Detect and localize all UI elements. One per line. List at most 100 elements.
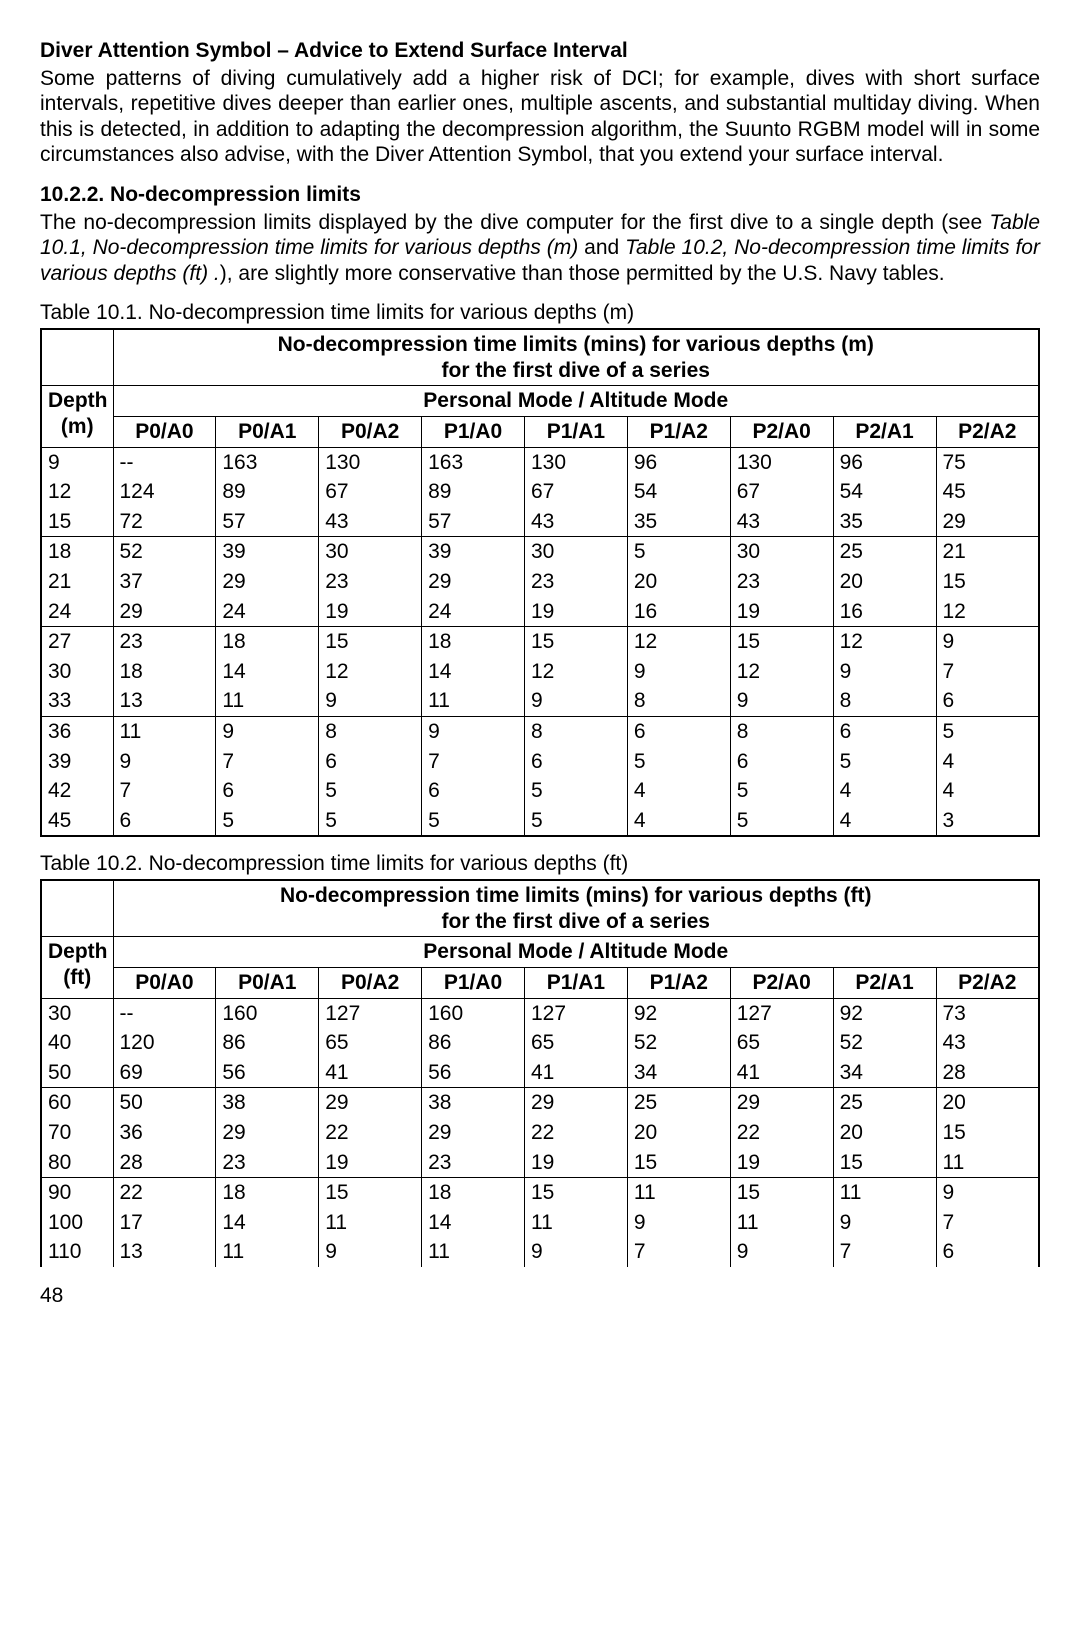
mode-column-header: P0/A2: [319, 967, 422, 998]
ndl-cell: 56: [216, 1058, 319, 1088]
ndl-cell: 45: [936, 477, 1039, 507]
ndl-cell: 29: [216, 1118, 319, 1148]
depth-cell: 50: [41, 1058, 113, 1088]
ndl-cell: 65: [525, 1028, 628, 1058]
mode-column-header: P2/A0: [730, 967, 833, 998]
mode-column-header: P1/A1: [525, 967, 628, 998]
depth-cell: 30: [41, 657, 113, 687]
mode-column-header: P0/A0: [113, 416, 216, 447]
table-corner-cell: [41, 329, 113, 386]
ndl-cell: 86: [216, 1028, 319, 1058]
ndl-cell: 50: [113, 1088, 216, 1118]
ndl-cell: 5: [627, 537, 730, 567]
ndl-cell: 127: [525, 998, 628, 1028]
depth-label-1: Depth: [48, 940, 108, 963]
ndl-cell: 12: [730, 657, 833, 687]
ndl-cell: 56: [422, 1058, 525, 1088]
ndl-cell: 25: [833, 537, 936, 567]
ndl-cell: 12: [936, 597, 1039, 627]
ndl-cell: 69: [113, 1058, 216, 1088]
ndl-cell: 6: [113, 806, 216, 837]
ndl-cell: 160: [422, 998, 525, 1028]
ndl-cell: 5: [627, 747, 730, 777]
ndl-cell: 9: [525, 686, 628, 716]
ndl-cell: 7: [833, 1237, 936, 1267]
ndl-cell: 6: [627, 717, 730, 747]
ndl-cell: 35: [627, 507, 730, 537]
ndl-cell: 18: [216, 1178, 319, 1208]
ndl-cell: 43: [936, 1028, 1039, 1058]
depth-cell: 36: [41, 717, 113, 747]
ndl-cell: 18: [422, 1178, 525, 1208]
ndl-cell: 9: [422, 717, 525, 747]
ndl-cell: 20: [627, 567, 730, 597]
ndl-cell: 11: [216, 1237, 319, 1267]
ndl-cell: 5: [730, 776, 833, 806]
ndl-cell: 8: [525, 717, 628, 747]
ndl-cell: 20: [627, 1118, 730, 1148]
ndl-cell: 11: [730, 1208, 833, 1238]
ndl-cell: 12: [525, 657, 628, 687]
ndl-cell: 6: [525, 747, 628, 777]
ndl-cell: 41: [319, 1058, 422, 1088]
section-heading: Diver Attention Symbol – Advice to Exten…: [40, 38, 1040, 64]
ndl-cell: 30: [525, 537, 628, 567]
ndl-cell: 29: [936, 507, 1039, 537]
ndl-cell: 23: [422, 1148, 525, 1178]
ndl-cell: 6: [833, 717, 936, 747]
ndl-cell: 13: [113, 1237, 216, 1267]
depth-cell: 110: [41, 1237, 113, 1267]
ndl-cell: 14: [216, 657, 319, 687]
ndl-cell: 5: [730, 806, 833, 837]
section-body-2: The no-decompression limits displayed by…: [40, 210, 1040, 287]
ndl-cell: 20: [833, 567, 936, 597]
ndl-cell: 43: [319, 507, 422, 537]
ndl-cell: 15: [936, 567, 1039, 597]
ndl-cell: 52: [113, 537, 216, 567]
ndl-cell: 7: [627, 1237, 730, 1267]
ndl-cell: 22: [113, 1178, 216, 1208]
ndl-cell: 18: [216, 627, 319, 657]
mode-column-header: P0/A2: [319, 416, 422, 447]
depth-cell: 60: [41, 1088, 113, 1118]
ndl-cell: 89: [216, 477, 319, 507]
ndl-cell: 15: [627, 1148, 730, 1178]
ndl-cell: 19: [319, 597, 422, 627]
ndl-cell: 5: [319, 776, 422, 806]
ndl-cell: 7: [422, 747, 525, 777]
body-text: The no-decompression limits displayed by…: [40, 211, 989, 234]
ndl-cell: 19: [319, 1148, 422, 1178]
ndl-cell: 14: [422, 1208, 525, 1238]
ndl-cell: 15: [730, 1178, 833, 1208]
depth-cell: 21: [41, 567, 113, 597]
ndl-cell: 96: [833, 447, 936, 477]
mode-header: Personal Mode / Altitude Mode: [113, 937, 1039, 968]
ndl-cell: 15: [833, 1148, 936, 1178]
table-title-line1: No-decompression time limits (mins) for …: [280, 884, 872, 907]
depth-cell: 18: [41, 537, 113, 567]
ndl-cell: 9: [833, 1208, 936, 1238]
depth-cell: 45: [41, 806, 113, 837]
ndl-cell: 16: [627, 597, 730, 627]
ndl-cell: 14: [422, 657, 525, 687]
ndl-cell: 75: [936, 447, 1039, 477]
ndl-cell: 17: [113, 1208, 216, 1238]
ndl-cell: 28: [936, 1058, 1039, 1088]
ndl-cell: 6: [936, 686, 1039, 716]
ndl-cell: 22: [730, 1118, 833, 1148]
ndl-cell: 72: [113, 507, 216, 537]
ndl-cell: 9: [833, 657, 936, 687]
depth-cell: 12: [41, 477, 113, 507]
ndl-cell: 92: [627, 998, 730, 1028]
ndl-cell: 18: [113, 657, 216, 687]
ndl-cell: 7: [216, 747, 319, 777]
ndl-cell: 28: [113, 1148, 216, 1178]
ndl-cell: 130: [319, 447, 422, 477]
depth-cell: 9: [41, 447, 113, 477]
ndl-cell: 5: [525, 806, 628, 837]
ndl-cell: 12: [319, 657, 422, 687]
depth-cell: 15: [41, 507, 113, 537]
ndl-cell: 9: [319, 1237, 422, 1267]
ndl-cell: 52: [627, 1028, 730, 1058]
ndl-cell: 65: [319, 1028, 422, 1058]
